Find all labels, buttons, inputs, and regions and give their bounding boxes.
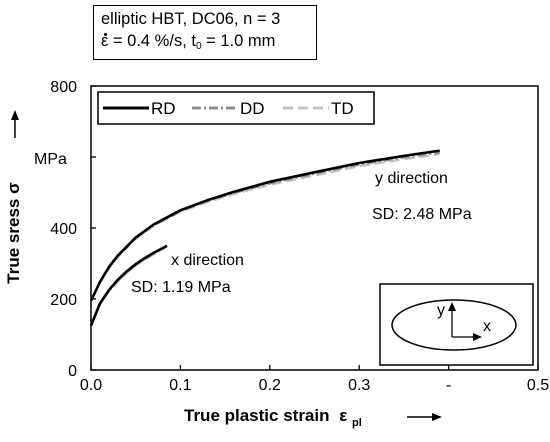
x-tick-label: - — [446, 377, 451, 394]
x-tick-label: 0.1 — [169, 377, 191, 394]
x-tick-label: 0.2 — [259, 377, 281, 394]
series-line-rd-x-direction — [89, 244, 168, 327]
axis-arrows-icon — [448, 302, 482, 341]
x-direction-label: x direction — [171, 252, 244, 269]
inset-x-label: x — [483, 318, 491, 335]
y-tick-label: 800 — [50, 79, 77, 96]
data-series-group — [89, 149, 440, 327]
y-tick-label: 400 — [50, 221, 77, 238]
y-axis-ticks: 0 200 400 800 — [50, 79, 96, 380]
legend-label-dd: DD — [240, 99, 265, 118]
x-axis-label-symbol: ε — [339, 406, 347, 425]
inset-box — [379, 283, 534, 366]
y-direction-label: y direction — [375, 170, 448, 187]
x-axis-label-text: True plastic strain — [184, 406, 330, 425]
x-tick-label: 0.0 — [80, 377, 102, 394]
x-tick-label: 0.3 — [348, 377, 370, 394]
x-axis-arrow — [407, 413, 442, 421]
legend-label-rd: RD — [151, 99, 176, 118]
specimen-ellipse — [391, 299, 517, 351]
legend-label-td: TD — [331, 99, 354, 118]
strain-rate-symbol: ε — [101, 32, 109, 50]
y-axis-arrow — [11, 110, 19, 138]
legend: RD DD TD — [97, 91, 375, 125]
y-axis-label: True sress σ — [4, 182, 23, 284]
x-axis-label: True plastic strain ε pl — [184, 406, 362, 429]
thickness-value: = 1.0 mm — [201, 32, 276, 50]
x-tick-label: 0.5 — [527, 377, 549, 394]
inset-y-label: y — [437, 302, 445, 319]
y-tick-label: 0 — [68, 363, 77, 380]
y-axis-unit: MPa — [34, 151, 67, 168]
test-conditions-line-2: ε = 0.4 %/s, t0 = 1.0 mm — [101, 30, 316, 58]
test-conditions-box: elliptic HBT, DC06, n = 3 ε = 0.4 %/s, t… — [93, 5, 317, 60]
test-conditions-line-1: elliptic HBT, DC06, n = 3 — [101, 10, 281, 28]
x-direction-sd: SD: 1.19 MPa — [131, 279, 231, 296]
specimen-inset: y x — [379, 283, 534, 366]
series-line-rd-y-direction — [89, 149, 440, 302]
y-tick-label: 200 — [50, 292, 77, 309]
y-direction-sd: SD: 2.48 MPa — [372, 206, 472, 223]
x-axis-label-sub: pl — [352, 417, 362, 429]
x-axis-ticks: 0.0 0.1 0.2 0.3 - 0.5 — [80, 365, 549, 394]
strain-rate-value: = 0.4 %/s, t — [108, 32, 196, 50]
thickness-subscript: 0 — [195, 41, 202, 52]
